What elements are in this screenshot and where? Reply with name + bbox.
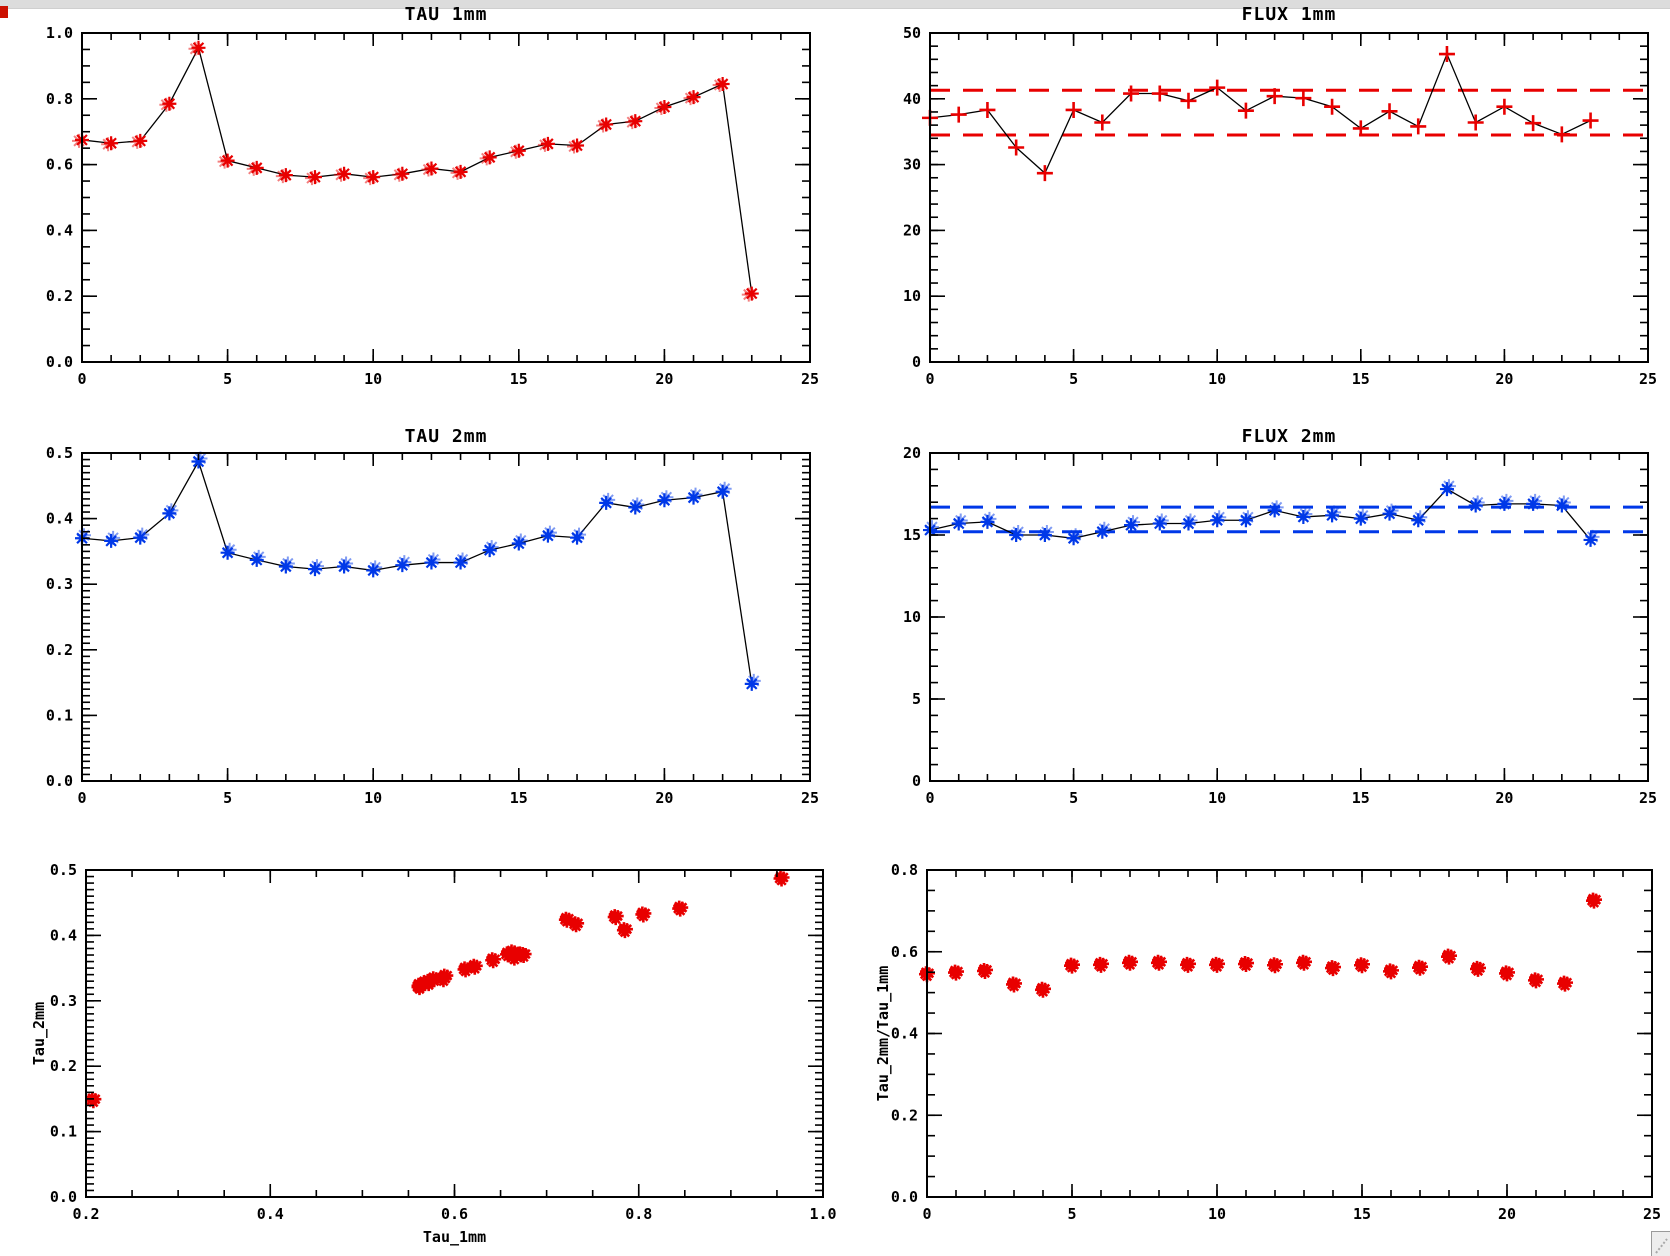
svg-text:20: 20 — [903, 444, 921, 462]
svg-text:0.6: 0.6 — [891, 943, 918, 961]
resize-grip-icon — [1655, 1238, 1668, 1254]
svg-text:0.1: 0.1 — [50, 1123, 77, 1141]
svg-text:5: 5 — [912, 690, 921, 708]
svg-text:1.0: 1.0 — [46, 24, 73, 42]
svg-text:50: 50 — [903, 24, 921, 42]
svg-text:0.8: 0.8 — [46, 90, 73, 108]
svg-text:5: 5 — [1067, 1205, 1076, 1223]
svg-text:0: 0 — [912, 772, 921, 790]
svg-text:0.8: 0.8 — [625, 1205, 652, 1223]
svg-text:0.0: 0.0 — [46, 353, 73, 371]
svg-text:20: 20 — [655, 789, 673, 807]
svg-text:1.0: 1.0 — [809, 1205, 836, 1223]
svg-text:20: 20 — [655, 370, 673, 388]
chart-title-tau-2mm: TAU 2mm — [404, 426, 488, 447]
chart-title-flux-2mm: FLUX 2mm — [1241, 426, 1337, 447]
svg-text:5: 5 — [223, 789, 232, 807]
svg-text:0.2: 0.2 — [72, 1205, 99, 1223]
svg-text:20: 20 — [1498, 1205, 1516, 1223]
svg-text:0.4: 0.4 — [46, 510, 73, 528]
svg-text:25: 25 — [801, 789, 819, 807]
svg-text:5: 5 — [1069, 370, 1078, 388]
panel-tau-ratio: 0 5 10 15 20 25 0.0 0.2 0.4 0.6 0.8 — [891, 861, 1661, 1223]
svg-text:20: 20 — [1495, 370, 1513, 388]
panel-tau-1mm: 0 5 10 15 20 25 0.0 0.2 0.4 0.6 0.8 1.0 — [46, 24, 819, 388]
svg-text:0: 0 — [925, 370, 934, 388]
x-axis-label-tau-1mm: Tau_1mm — [422, 1228, 487, 1246]
svg-text:15: 15 — [903, 526, 921, 544]
svg-text:25: 25 — [1639, 370, 1657, 388]
svg-text:5: 5 — [223, 370, 232, 388]
svg-text:15: 15 — [510, 789, 528, 807]
window-top-strip — [0, 0, 1670, 9]
svg-text:10: 10 — [364, 370, 382, 388]
svg-text:0.3: 0.3 — [46, 575, 73, 593]
svg-text:25: 25 — [1639, 789, 1657, 807]
svg-text:10: 10 — [1208, 789, 1226, 807]
svg-text:25: 25 — [801, 370, 819, 388]
svg-text:15: 15 — [1352, 370, 1370, 388]
svg-text:10: 10 — [364, 789, 382, 807]
svg-text:0.4: 0.4 — [46, 221, 73, 239]
svg-text:0.2: 0.2 — [891, 1106, 918, 1124]
svg-text:0.4: 0.4 — [50, 926, 77, 944]
svg-text:0.1: 0.1 — [46, 706, 73, 724]
panel-tau-2mm: 0 5 10 15 20 25 0.0 0.1 0.2 0.3 0.4 0.5 — [46, 444, 819, 807]
panel-tau2-vs-tau1: 0.2 0.4 0.6 0.8 1.0 0.0 0.1 0.2 0.3 0.4 0.5 — [50, 861, 837, 1223]
svg-text:10: 10 — [903, 608, 921, 626]
svg-text:10: 10 — [1208, 1205, 1226, 1223]
svg-text:15: 15 — [510, 370, 528, 388]
svg-text:20: 20 — [1495, 789, 1513, 807]
svg-text:0: 0 — [77, 370, 86, 388]
svg-text:0.4: 0.4 — [257, 1205, 284, 1223]
svg-text:0.2: 0.2 — [46, 641, 73, 659]
svg-text:0.6: 0.6 — [46, 156, 73, 174]
svg-text:10: 10 — [1208, 370, 1226, 388]
svg-text:0.4: 0.4 — [891, 1025, 918, 1043]
svg-text:0.0: 0.0 — [891, 1188, 918, 1206]
svg-text:15: 15 — [1352, 789, 1370, 807]
panel-flux-2mm: 0 5 10 15 20 25 0 5 10 15 20 — [903, 444, 1657, 807]
svg-text:0.6: 0.6 — [441, 1205, 468, 1223]
svg-text:0.2: 0.2 — [46, 287, 73, 305]
svg-text:15: 15 — [1353, 1205, 1371, 1223]
svg-text:0.8: 0.8 — [891, 861, 918, 879]
svg-text:0.0: 0.0 — [50, 1188, 77, 1206]
resize-grip[interactable] — [1651, 1231, 1670, 1256]
svg-text:0.5: 0.5 — [46, 444, 73, 462]
chart-title-flux-1mm: FLUX 1mm — [1241, 4, 1337, 25]
y-axis-label-tau-ratio: Tau_2mm/Tau_1mm — [874, 965, 892, 1102]
svg-text:0: 0 — [77, 789, 86, 807]
svg-text:10: 10 — [903, 287, 921, 305]
svg-text:30: 30 — [903, 156, 921, 174]
left-edge-artifact — [0, 6, 8, 18]
svg-text:0: 0 — [922, 1205, 931, 1223]
svg-text:0: 0 — [925, 789, 934, 807]
panel-flux-1mm: 0 5 10 15 20 25 0 10 20 30 40 50 — [903, 24, 1657, 388]
svg-text:5: 5 — [1069, 789, 1078, 807]
svg-text:0.0: 0.0 — [46, 772, 73, 790]
y-axis-label-tau-2mm: Tau_2mm — [30, 1001, 48, 1066]
svg-text:20: 20 — [903, 221, 921, 239]
svg-text:40: 40 — [903, 90, 921, 108]
svg-text:0.2: 0.2 — [50, 1057, 77, 1075]
svg-text:0.5: 0.5 — [50, 861, 77, 879]
chart-title-tau-1mm: TAU 1mm — [404, 4, 488, 25]
svg-text:25: 25 — [1643, 1205, 1661, 1223]
svg-text:0: 0 — [912, 353, 921, 371]
svg-text:0.3: 0.3 — [50, 992, 77, 1010]
